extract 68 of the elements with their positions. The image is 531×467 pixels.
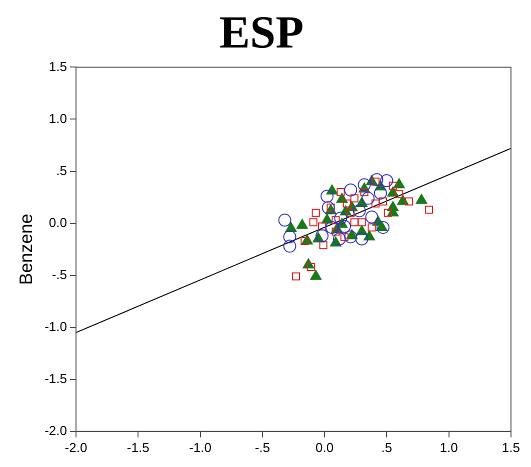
x-tick-label: 0.0 [316,440,334,455]
point [355,232,368,246]
x-tick-label: -1.5 [126,440,150,455]
y-axis-title: Benzene [16,214,36,285]
point [342,199,351,208]
point [358,218,366,226]
x-tick-label: 1.5 [502,440,520,455]
x-tick-label: -1.0 [189,440,212,455]
point [320,190,334,203]
point [368,223,376,232]
point [370,173,384,186]
point [378,197,387,206]
point [326,220,339,234]
point [296,218,308,229]
point [384,208,392,217]
point [334,212,348,225]
point [350,194,358,202]
chart-title: ESP [219,6,304,58]
y-tick-label: 1.5 [48,58,67,74]
point [332,232,346,246]
point [310,270,322,280]
point [340,232,348,241]
point [352,204,366,218]
point [393,178,405,188]
point [312,208,320,217]
point [350,218,358,226]
y-tick-label: -1.0 [44,318,67,334]
point [346,208,355,217]
point [344,183,358,196]
y-tick-label: -.5 [52,266,67,282]
point [365,210,378,224]
x-tick-label: -.5 [254,440,270,455]
x-tick-label: -2.0 [64,440,88,455]
point [283,240,296,253]
point [376,220,390,234]
point [416,194,428,204]
point [371,199,380,208]
point [309,218,318,226]
point [300,236,309,246]
point [278,214,292,227]
point [362,192,375,205]
y-tick-label: -2.0 [44,422,67,438]
point [306,262,315,272]
point [332,216,340,224]
point [338,220,351,233]
point [336,188,345,196]
point [319,241,328,250]
point [424,206,433,214]
point [316,229,329,242]
x-tick-label: 1.0 [440,440,458,455]
point [318,222,326,230]
y-tick-label: -1.5 [44,370,67,386]
point [376,220,388,231]
point [380,174,394,188]
point [374,186,387,200]
point [358,178,371,192]
point [405,197,414,206]
point [388,182,397,190]
point [283,230,296,244]
point [344,230,358,244]
point [322,201,335,214]
point [360,188,368,196]
y-tick-label: 1.0 [48,110,67,126]
point [395,190,404,198]
point [292,272,300,280]
y-tick-label: 0.0 [48,214,67,230]
x-tick-label: .5 [381,440,392,455]
y-tick-label: .5 [56,162,67,178]
